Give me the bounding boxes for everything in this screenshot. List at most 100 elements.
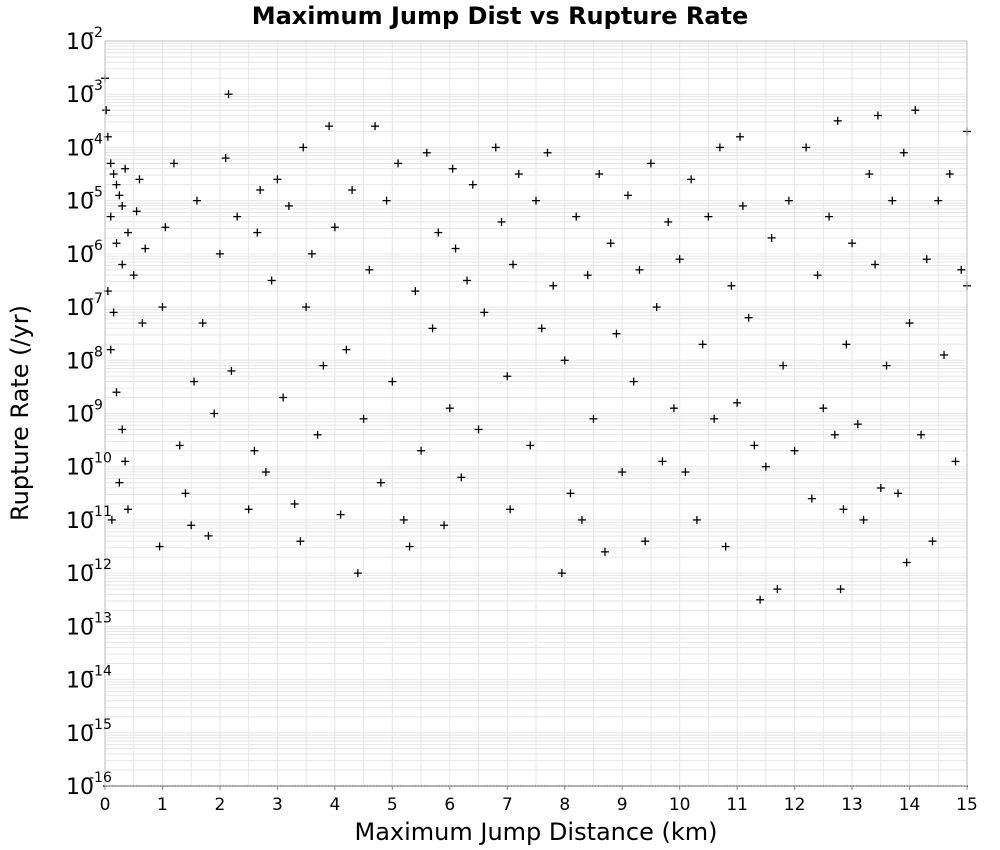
data-points: [101, 74, 971, 604]
data-point: [284, 201, 293, 210]
y-tick-exponent: -3: [89, 78, 103, 94]
data-point: [833, 116, 842, 125]
data-point: [899, 148, 908, 157]
data-point: [813, 271, 822, 280]
data-point: [112, 239, 121, 248]
data-point: [325, 122, 334, 131]
data-point: [761, 462, 770, 471]
data-point: [692, 515, 701, 524]
data-point: [736, 132, 745, 141]
y-tick-label: 10: [66, 296, 94, 321]
data-point: [138, 319, 147, 328]
y-tick-label: 10: [66, 562, 94, 587]
data-point: [123, 505, 132, 514]
data-point: [825, 212, 834, 221]
y-tick-label: 10: [66, 509, 94, 534]
data-point: [132, 207, 141, 216]
data-point: [448, 164, 457, 173]
x-axis-label: Maximum Jump Distance (km): [355, 818, 718, 846]
data-point: [646, 159, 655, 168]
data-point: [155, 542, 164, 551]
x-tick-label: 11: [726, 795, 748, 815]
data-point: [256, 186, 265, 194]
y-axis-ticks: 10-210-310-410-510-610-710-810-910-1010-…: [66, 25, 112, 800]
data-point: [526, 441, 535, 450]
x-axis-ticks: 0 1 2 3 4 5 6 7 8 9 10 11 12 13 14 15: [100, 786, 978, 815]
data-point: [917, 430, 926, 439]
data-point: [474, 425, 483, 434]
x-tick-label: 14: [899, 795, 921, 815]
data-point: [957, 265, 966, 274]
data-point: [802, 143, 811, 152]
data-point: [112, 388, 121, 397]
data-point: [681, 468, 690, 477]
data-point: [405, 542, 414, 551]
data-point: [313, 430, 322, 439]
y-tick-label: 10: [66, 136, 94, 161]
data-point: [299, 143, 308, 152]
data-point: [715, 143, 724, 152]
y-tick-exponent: -12: [89, 557, 112, 573]
data-point: [865, 170, 874, 179]
data-point: [911, 106, 920, 115]
data-point: [394, 159, 403, 168]
data-point: [224, 90, 233, 99]
data-point: [480, 308, 489, 317]
data-point: [767, 233, 776, 242]
data-point: [577, 515, 586, 524]
data-point: [336, 510, 345, 519]
data-point: [629, 377, 638, 386]
data-point: [121, 164, 130, 173]
data-point: [161, 223, 170, 232]
data-point: [790, 446, 799, 455]
y-tick-exponent: -15: [89, 717, 112, 733]
data-point: [141, 244, 150, 253]
data-point: [506, 505, 515, 514]
data-point: [589, 414, 598, 423]
data-point: [227, 366, 236, 375]
y-tick-exponent: -5: [89, 185, 103, 201]
data-point: [118, 260, 127, 269]
data-point: [871, 260, 880, 269]
data-point: [121, 457, 130, 466]
data-point: [882, 361, 891, 370]
data-point: [848, 239, 857, 248]
data-point: [945, 170, 954, 179]
y-tick-label: 10: [66, 775, 94, 800]
data-point: [422, 148, 431, 157]
data-point: [549, 281, 558, 290]
data-point: [109, 308, 118, 317]
data-point: [109, 170, 118, 179]
data-point: [652, 303, 661, 312]
data-point: [532, 196, 540, 205]
data-point: [382, 196, 391, 205]
data-point: [750, 441, 759, 450]
x-tick-label: 0: [100, 795, 111, 815]
x-tick-label: 5: [387, 795, 398, 815]
data-point: [451, 244, 460, 253]
data-point: [635, 265, 644, 274]
data-point: [922, 255, 931, 264]
y-tick-label: 10: [66, 83, 94, 108]
y-tick-label: 10: [66, 615, 94, 640]
data-point: [733, 398, 742, 407]
x-tick-label: 4: [329, 795, 340, 815]
y-tick-exponent: -14: [89, 664, 112, 680]
data-point: [842, 340, 851, 349]
y-tick-exponent: -2: [89, 25, 103, 41]
data-point: [253, 228, 262, 237]
data-point: [107, 515, 116, 524]
data-point: [756, 595, 765, 604]
data-point: [330, 223, 339, 232]
data-point: [704, 212, 713, 221]
data-point: [158, 303, 167, 312]
data-point: [606, 239, 615, 248]
y-tick-exponent: -7: [89, 291, 103, 307]
data-point: [204, 531, 213, 540]
x-tick-label: 1: [157, 795, 168, 815]
data-point: [595, 170, 604, 179]
x-tick-label: 6: [444, 795, 455, 815]
data-point: [902, 558, 911, 567]
data-point: [819, 404, 828, 413]
